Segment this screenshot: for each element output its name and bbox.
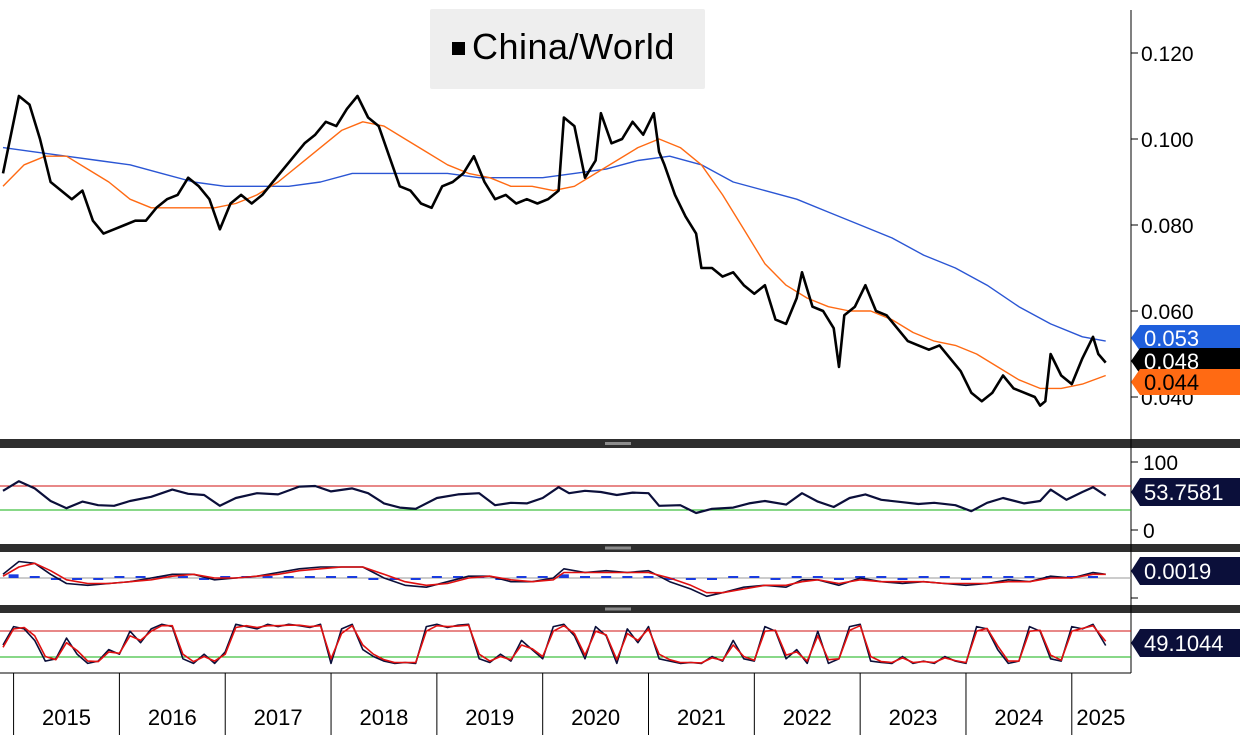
- value-tag-bg: [1131, 325, 1240, 351]
- macd-histogram-bar: [389, 578, 400, 580]
- x-tick-label: 2016: [148, 705, 197, 730]
- value-tag: 49.1044: [1131, 629, 1240, 657]
- macd-histogram-bar: [876, 576, 887, 578]
- macd-histogram-bar: [326, 576, 337, 578]
- value-tag: 0.044: [1131, 369, 1240, 395]
- y-tick-label: 0.100: [1141, 129, 1194, 152]
- y-tick-label: 0.080: [1141, 215, 1194, 238]
- stoch-d-line: [2, 624, 1107, 664]
- value-tag-label: 0.0019: [1144, 559, 1211, 584]
- x-tick-label: 2019: [465, 705, 514, 730]
- y-tick-label: 100: [1143, 452, 1178, 475]
- y-tick-label: 0.120: [1141, 43, 1194, 66]
- macd-histogram-bar: [685, 578, 696, 580]
- macd-histogram-bar: [707, 578, 718, 580]
- value-tag-bg: [1131, 348, 1240, 374]
- macd-histogram-bar: [664, 578, 675, 580]
- x-tick-label: 2018: [359, 705, 408, 730]
- macd-histogram-bar: [855, 576, 866, 578]
- panel-resize-grip: [605, 546, 631, 550]
- macd-histogram-bar: [431, 576, 442, 578]
- price-line-china-world: [1, 94, 1107, 407]
- panel-resize-grip: [605, 607, 631, 611]
- macd-histogram-bar: [982, 576, 993, 578]
- macd-histogram-bar: [833, 578, 844, 580]
- legend-swatch-china-world: [452, 42, 465, 55]
- macd-histogram-bar: [537, 576, 548, 578]
- macd-histogram-bar: [1066, 576, 1077, 578]
- macd-histogram-bar: [453, 576, 464, 578]
- macd-histogram-bar: [177, 576, 188, 578]
- x-tick-label: 2023: [889, 705, 938, 730]
- value-tag-bg: [1131, 629, 1240, 657]
- value-tag: 53.7581: [1131, 478, 1240, 506]
- macd-histogram-bar: [220, 576, 231, 578]
- macd-histogram-bar: [791, 576, 802, 578]
- value-tag-bg: [1131, 557, 1240, 585]
- x-tick-label: 2017: [254, 705, 303, 730]
- macd-histogram-bar: [516, 576, 527, 578]
- macd-histogram-bar: [50, 578, 61, 580]
- macd-histogram-bar: [1003, 576, 1014, 578]
- moving-average-short-line: [2, 121, 1106, 390]
- macd-histogram-bar: [812, 576, 823, 578]
- macd-histogram-bar: [1024, 576, 1035, 578]
- macd-histogram-bar: [580, 576, 591, 578]
- macd-histogram-bar: [960, 578, 971, 580]
- value-tag-label: 0.053: [1144, 326, 1199, 351]
- macd-histogram-bar: [749, 576, 760, 578]
- macd-histogram-bar: [728, 576, 739, 578]
- macd-histogram-bar: [410, 578, 421, 580]
- macd-histogram-bar: [622, 576, 633, 578]
- macd-histogram-bar: [368, 578, 379, 580]
- macd-histogram-bar: [601, 576, 612, 578]
- x-tick-label: 2021: [677, 705, 726, 730]
- macd-histogram-bar: [8, 574, 19, 578]
- macd-histogram-bar: [156, 576, 167, 578]
- macd-histogram-bar: [304, 576, 315, 578]
- macd-histogram-bar: [283, 576, 294, 578]
- macd-histogram-bar: [262, 576, 273, 578]
- x-tick-label: 2015: [42, 705, 91, 730]
- macd-histogram-bar: [939, 576, 950, 578]
- macd-histogram-bar: [72, 578, 83, 580]
- macd-histogram-bar: [114, 576, 125, 578]
- x-tick-label: 2022: [783, 705, 832, 730]
- macd-histogram-bar: [135, 576, 146, 578]
- macd-signal-line: [2, 562, 1106, 594]
- rsi-line: [2, 480, 1107, 515]
- y-tick-label: 0.060: [1141, 301, 1194, 324]
- legend-label-china-world: China/World: [472, 26, 675, 67]
- value-tag-label: 49.1044: [1144, 631, 1224, 656]
- value-tag: 0.0019: [1131, 557, 1240, 585]
- macd-histogram-bar: [558, 574, 569, 578]
- value-tag-bg: [1131, 369, 1240, 395]
- x-tick-label: 2020: [571, 705, 620, 730]
- value-tag-label: 53.7581: [1144, 480, 1224, 505]
- value-tag-label: 0.044: [1144, 370, 1199, 395]
- macd-histogram-bar: [918, 576, 929, 578]
- macd-histogram-bar: [770, 578, 781, 580]
- macd-histogram-bar: [29, 576, 40, 578]
- macd-histogram-bar: [1087, 576, 1098, 578]
- macd-histogram-bar: [347, 576, 358, 578]
- x-tick-label: 2025: [1076, 705, 1125, 730]
- panel-resize-grip: [605, 442, 631, 445]
- macd-histogram-bar: [643, 576, 654, 578]
- value-tag: 0.053: [1131, 325, 1240, 351]
- value-tag-bg: [1131, 478, 1240, 506]
- moving-average-long-line: [2, 146, 1106, 342]
- macd-histogram-bar: [897, 578, 908, 580]
- legend: China/World: [430, 9, 705, 89]
- macd-histogram-bar: [199, 578, 210, 580]
- y-tick-label: 0: [1143, 520, 1155, 543]
- x-tick-label: 2024: [994, 705, 1043, 730]
- macd-histogram-bar: [93, 578, 104, 580]
